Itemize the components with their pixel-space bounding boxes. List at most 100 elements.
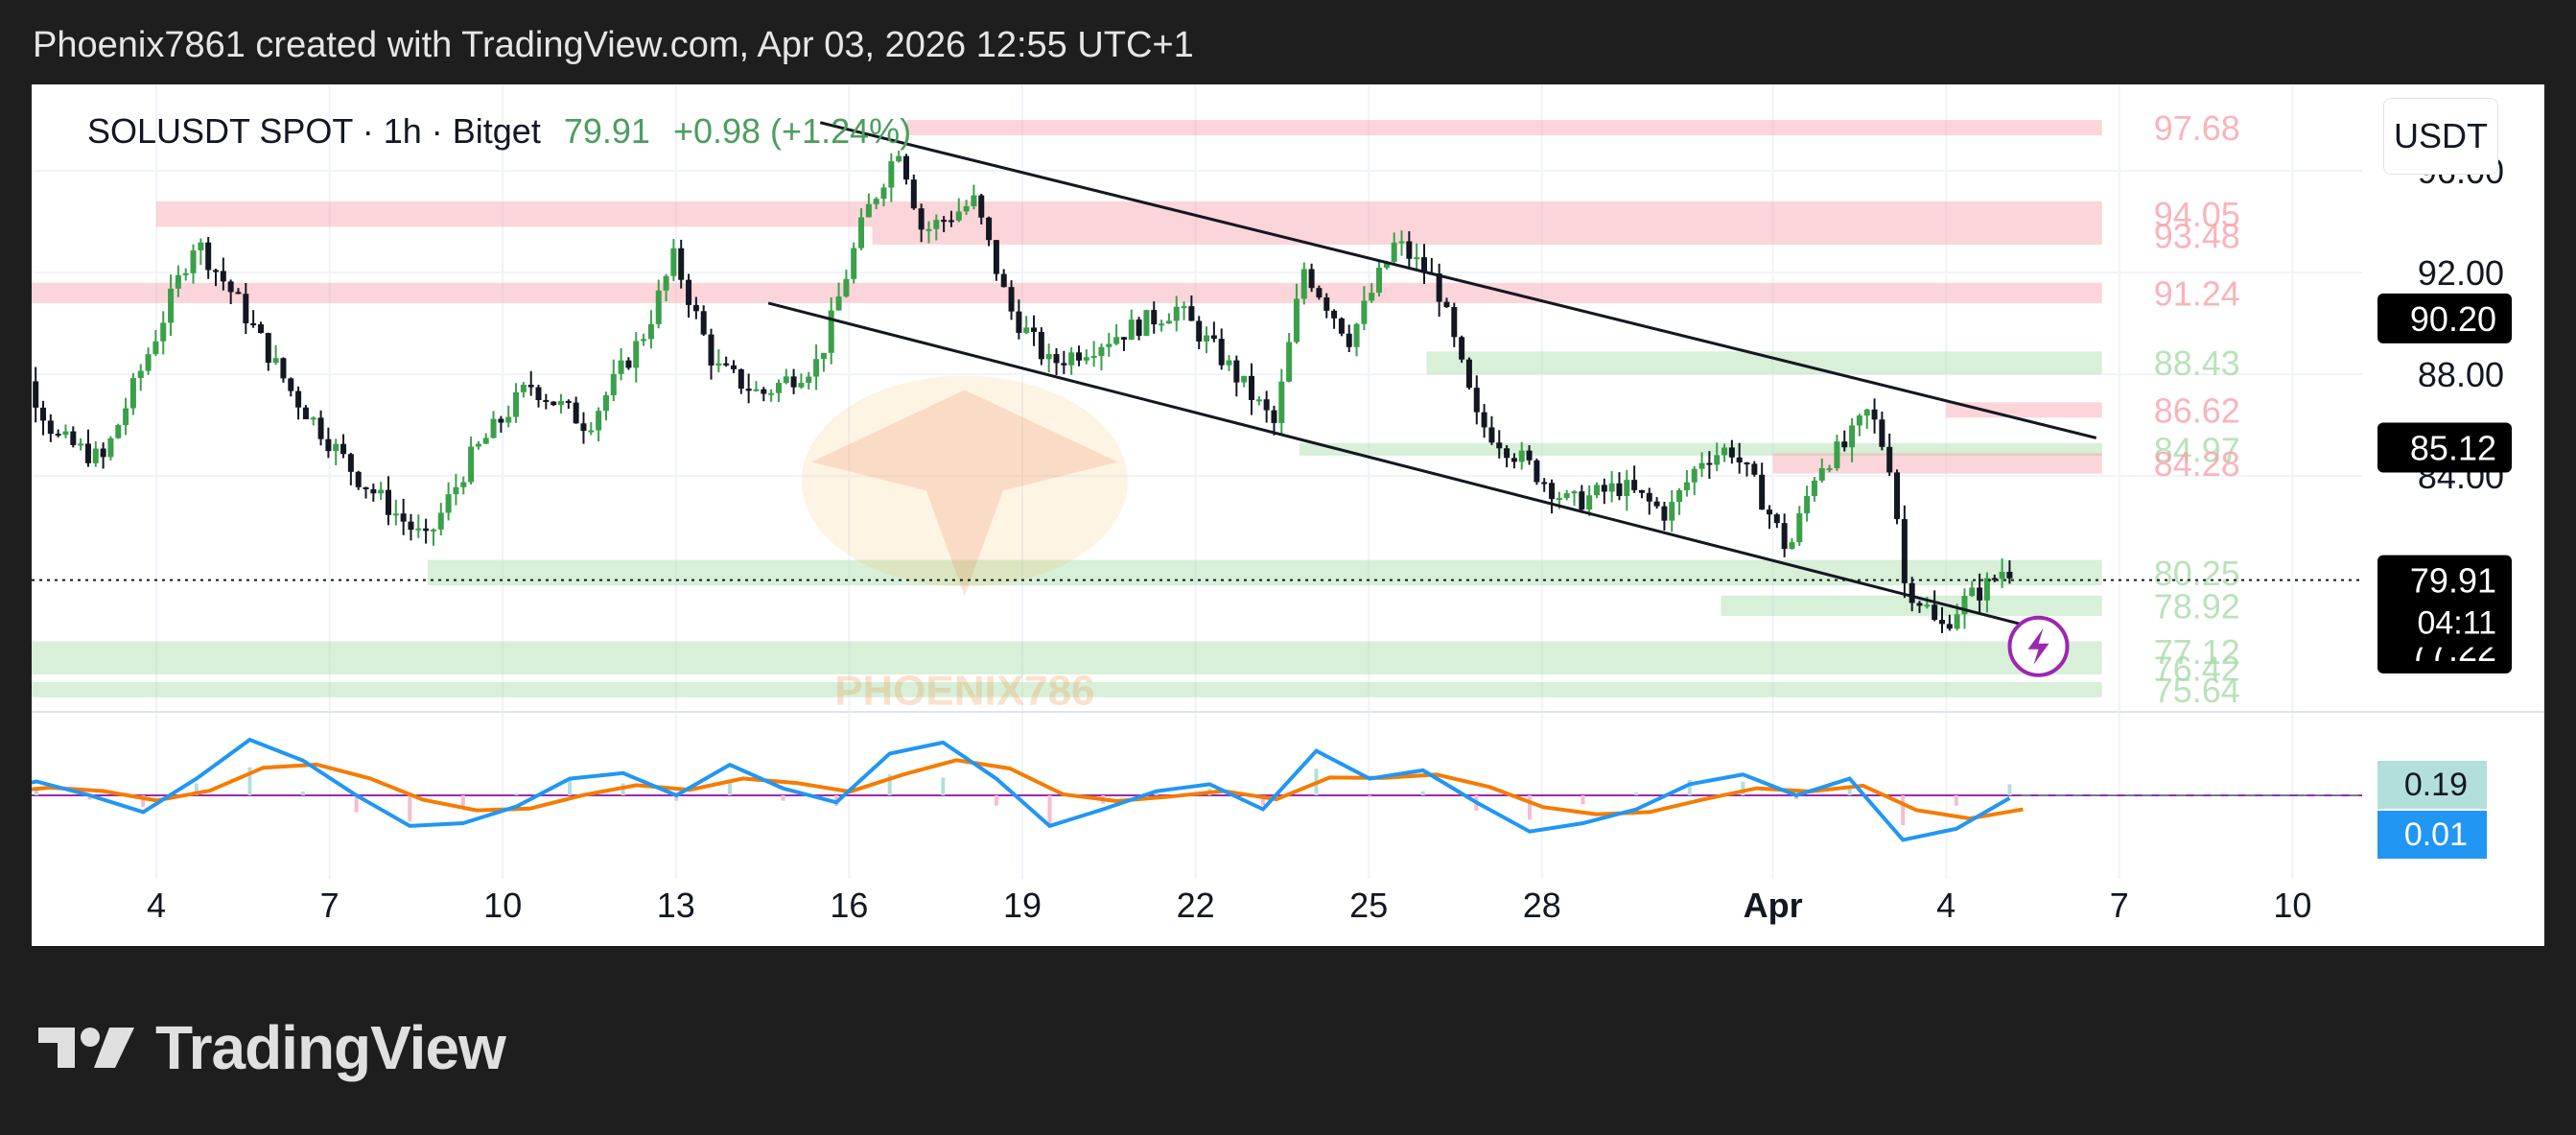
time-axis-label: Apr — [1744, 886, 1803, 925]
candle-body — [400, 513, 407, 522]
candle-body — [902, 155, 909, 180]
price-change: +0.98 (+1.24%) — [672, 111, 912, 151]
candle-body — [1504, 448, 1510, 459]
candle-body — [1653, 501, 1660, 507]
candle-body — [1676, 489, 1683, 503]
candle-body — [1534, 460, 1540, 483]
time-axis-label: 25 — [1349, 886, 1388, 925]
candle-body — [302, 407, 309, 419]
candle-body — [505, 416, 512, 423]
macd-histogram-bar — [1901, 795, 1906, 826]
chart-caption: Phoenix7861 created with TradingView.com… — [33, 25, 1194, 65]
candle-body — [873, 199, 879, 204]
candle-body — [123, 408, 129, 426]
resistance-zone — [906, 120, 2102, 136]
candle-body — [1188, 306, 1195, 321]
candle-body — [1886, 446, 1893, 473]
candle-body — [738, 368, 744, 390]
candle-body — [355, 471, 362, 487]
candle-body — [768, 392, 775, 395]
macd-histogram-bar — [1260, 795, 1265, 806]
macd-histogram-bar — [1368, 795, 1372, 797]
candle-body — [647, 323, 654, 340]
candle-body — [820, 352, 827, 360]
tradingview-brand[interactable]: TradingView — [36, 1012, 506, 1083]
candle-body — [745, 389, 752, 391]
channel-lower-trendline — [767, 301, 2039, 630]
support-zone — [32, 661, 2102, 674]
candle-body — [1196, 320, 1203, 342]
candle-body — [1510, 458, 1517, 462]
candle-body — [513, 391, 520, 417]
candle-body — [1818, 467, 1825, 481]
candle-body — [588, 430, 595, 433]
candle-body — [250, 323, 257, 326]
macd-histogram-bar — [1420, 791, 1425, 795]
candle-body — [182, 272, 189, 275]
candle-body — [1165, 320, 1172, 324]
currency-button[interactable]: USDT — [2383, 98, 2498, 175]
candle-body — [1293, 298, 1300, 343]
candle-body — [1811, 480, 1817, 496]
macd-histogram-bar — [1954, 795, 1958, 806]
candle-body — [1120, 337, 1127, 341]
candle-body — [700, 311, 707, 335]
candle-body — [1849, 425, 1856, 448]
candle-body — [1248, 375, 1254, 400]
macd-histogram-bar — [1581, 795, 1585, 805]
candle-body — [1045, 354, 1052, 360]
candle-body — [1556, 498, 1562, 501]
candle-body — [1068, 352, 1075, 366]
brand-name: TradingView — [155, 1013, 506, 1082]
candle-body — [1414, 257, 1420, 260]
candle-body — [1571, 491, 1578, 494]
macd-histogram-bar — [994, 795, 998, 806]
price-badge-label: 85.12 — [2410, 428, 2496, 467]
macd-histogram-bar — [674, 795, 679, 801]
chart-card[interactable]: 97.68 94.05 93.48 91.24 88.43 86.62 84.97 84.28… — [32, 84, 2544, 946]
candle-body — [783, 376, 789, 384]
candle-body — [2006, 572, 2013, 579]
lightning-icon — [2027, 627, 2049, 665]
channel-upper-trendline — [819, 121, 2097, 439]
candle-body — [243, 294, 249, 324]
resistance-zone — [872, 226, 2102, 245]
candle-body — [1549, 483, 1556, 500]
candle-body — [1226, 360, 1232, 366]
candle-body — [490, 418, 497, 438]
candle-body — [753, 389, 760, 391]
candle-body — [851, 248, 857, 279]
candle-body — [1451, 306, 1458, 338]
time-axis-label: 22 — [1177, 886, 1215, 925]
price-badge-label: 90.20 — [2410, 299, 2496, 339]
candle-body — [115, 425, 122, 438]
candle-body — [1271, 410, 1277, 423]
candle-body — [775, 383, 782, 393]
candle-body — [1706, 462, 1713, 465]
candle-body — [986, 217, 993, 241]
watermark-phoenix-icon — [801, 375, 1128, 587]
zone-label: 94.05 — [2154, 195, 2240, 234]
candle-body — [918, 208, 925, 230]
macd-histogram-bar — [301, 791, 306, 795]
macd-histogram-bar — [781, 795, 785, 801]
candle-body — [460, 482, 467, 487]
candle-body — [70, 431, 77, 445]
candle-body — [828, 310, 834, 353]
candle-body — [1526, 450, 1533, 461]
candle-body — [1459, 337, 1465, 360]
candle-body — [1128, 319, 1135, 341]
candle-body — [1159, 323, 1165, 326]
candle-body — [1841, 441, 1848, 448]
price-badge — [2377, 293, 2512, 343]
candle-body — [1961, 596, 1968, 615]
zone-label: 97.68 — [2154, 108, 2240, 148]
candle-body — [1669, 502, 1675, 521]
candle-body — [1728, 447, 1735, 458]
candle-body — [993, 240, 999, 274]
candle-body — [948, 220, 954, 223]
macd-histogram-bar — [408, 795, 412, 822]
candle-body — [1804, 495, 1811, 514]
candle-body — [1286, 342, 1293, 382]
